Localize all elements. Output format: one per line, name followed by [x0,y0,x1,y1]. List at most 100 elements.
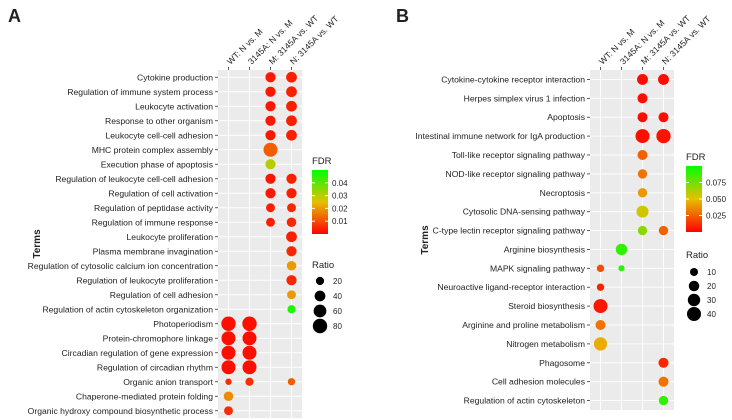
data-point [221,360,236,375]
data-point [286,86,297,98]
fdr-tick-label: 0.075 [706,179,727,188]
data-point [266,217,275,227]
data-point [265,173,276,184]
data-point [593,299,608,314]
y-tick-label: Toll-like receptor signaling pathway [452,150,586,160]
data-point [286,231,297,243]
y-tick-label: Nitrogen metabolism [506,339,585,349]
y-tick-label: Phagosome [539,358,585,368]
ratio-legend-label: 20 [333,277,342,286]
data-point [286,275,297,286]
data-point [265,72,276,83]
ratio-legend-title: Ratio [686,250,708,261]
fdr-tick-label: 0.025 [706,212,727,221]
data-point [658,395,669,406]
data-point [286,71,297,83]
panel-b: B Cytokine-cytokine receptor interaction H… [396,6,727,410]
ratio-legend-key [315,276,325,286]
data-point [286,188,297,199]
data-point [593,337,608,351]
y-tick-label: Organic anion transport [123,377,213,387]
data-point [637,112,648,123]
data-point [596,283,605,291]
y-tick-label: Organic hydroxy compound biosynthetic pr… [28,406,213,416]
y-tick-label: Regulation of cytosolic calcium ion conc… [28,261,214,271]
y-tick-label: Regulation of peptidase activity [94,203,214,213]
data-point [265,130,276,141]
y-tick-label: Regulation of circadian rhythm [97,362,213,372]
ratio-legend-label: 30 [707,296,716,305]
y-tick-label: Apoptosis [547,112,585,122]
ratio-legend-label: 40 [707,310,716,319]
y-tick-label: Plasma membrane invagination [93,246,214,256]
y-axis-title: Terms [32,229,43,259]
data-point [265,101,276,112]
data-point [618,265,625,272]
y-tick-label: Arginine and proline metabolism [462,320,585,330]
y-tick-label: Circadian regulation of gene expression [62,348,214,358]
y-tick-label: Cytosolic DNA-sensing pathway [463,207,586,217]
fdr-colorbar [686,166,702,232]
ratio-legend-key [313,304,327,318]
y-tick-label: Cytokine-cytokine receptor interaction [441,74,585,84]
data-point [265,86,276,97]
y-tick-label: Herpes simplex virus 1 infection [464,93,586,103]
data-point [637,73,648,85]
data-point [636,205,649,218]
data-point [242,331,257,346]
ratio-legend-key [312,318,328,334]
data-point [637,93,648,104]
data-point [286,115,297,127]
fdr-tick-label: 0.04 [332,179,348,188]
data-point [635,129,650,144]
data-point [286,246,297,257]
y-tick-label: Regulation of leukocyte proliferation [76,275,213,285]
ratio-legend-key [314,290,326,302]
fdr-legend-title: FDR [312,156,332,167]
y-axis-title: Terms [420,225,431,255]
data-point [615,243,628,256]
ratio-legend-key [687,307,701,321]
ratio-legend-key [690,268,698,276]
ratio-legend-title: Ratio [312,260,334,271]
data-point [223,391,234,402]
data-point [595,319,606,331]
fdr-colorbar [312,170,328,234]
data-point [266,203,275,213]
data-point [596,264,605,273]
y-tick-label: Leukocyte cell-cell adhesion [106,130,214,140]
data-point [287,290,296,300]
data-point [286,217,297,228]
y-tick-label: NOD-like receptor signaling pathway [446,169,586,179]
y-tick-label: Cytokine production [137,72,213,82]
plot-background [218,70,302,418]
y-tick-label: Neuroactive ligand-receptor interaction [437,282,585,292]
data-point [287,378,296,386]
data-point [658,357,669,368]
data-point [245,377,254,386]
data-point [224,406,233,416]
y-tick-label: MAPK signaling pathway [490,263,586,273]
fdr-tick-label: 0.03 [332,192,348,201]
y-tick-label: C-type lectin receptor signaling pathway [433,226,586,236]
panel-label: B [396,6,409,26]
data-point [658,73,669,85]
data-point [265,115,276,126]
data-point [637,225,648,236]
y-tick-label: Regulation of immune response [92,217,214,227]
data-point [287,203,296,213]
ratio-legend-label: 60 [333,307,342,316]
y-tick-label: Regulation of actin cytoskeleton [464,396,586,406]
ratio-legend-label: 20 [707,282,716,291]
data-point [637,169,648,179]
y-tick-label: Arginine biosynthesis [504,244,585,254]
data-point [286,129,297,141]
data-point [286,260,297,271]
data-point [221,331,236,346]
ratio-legend-key [688,280,700,292]
ratio-legend-label: 80 [333,322,342,331]
data-point [265,159,276,170]
panel-label: A [8,6,21,26]
data-point [286,100,297,112]
